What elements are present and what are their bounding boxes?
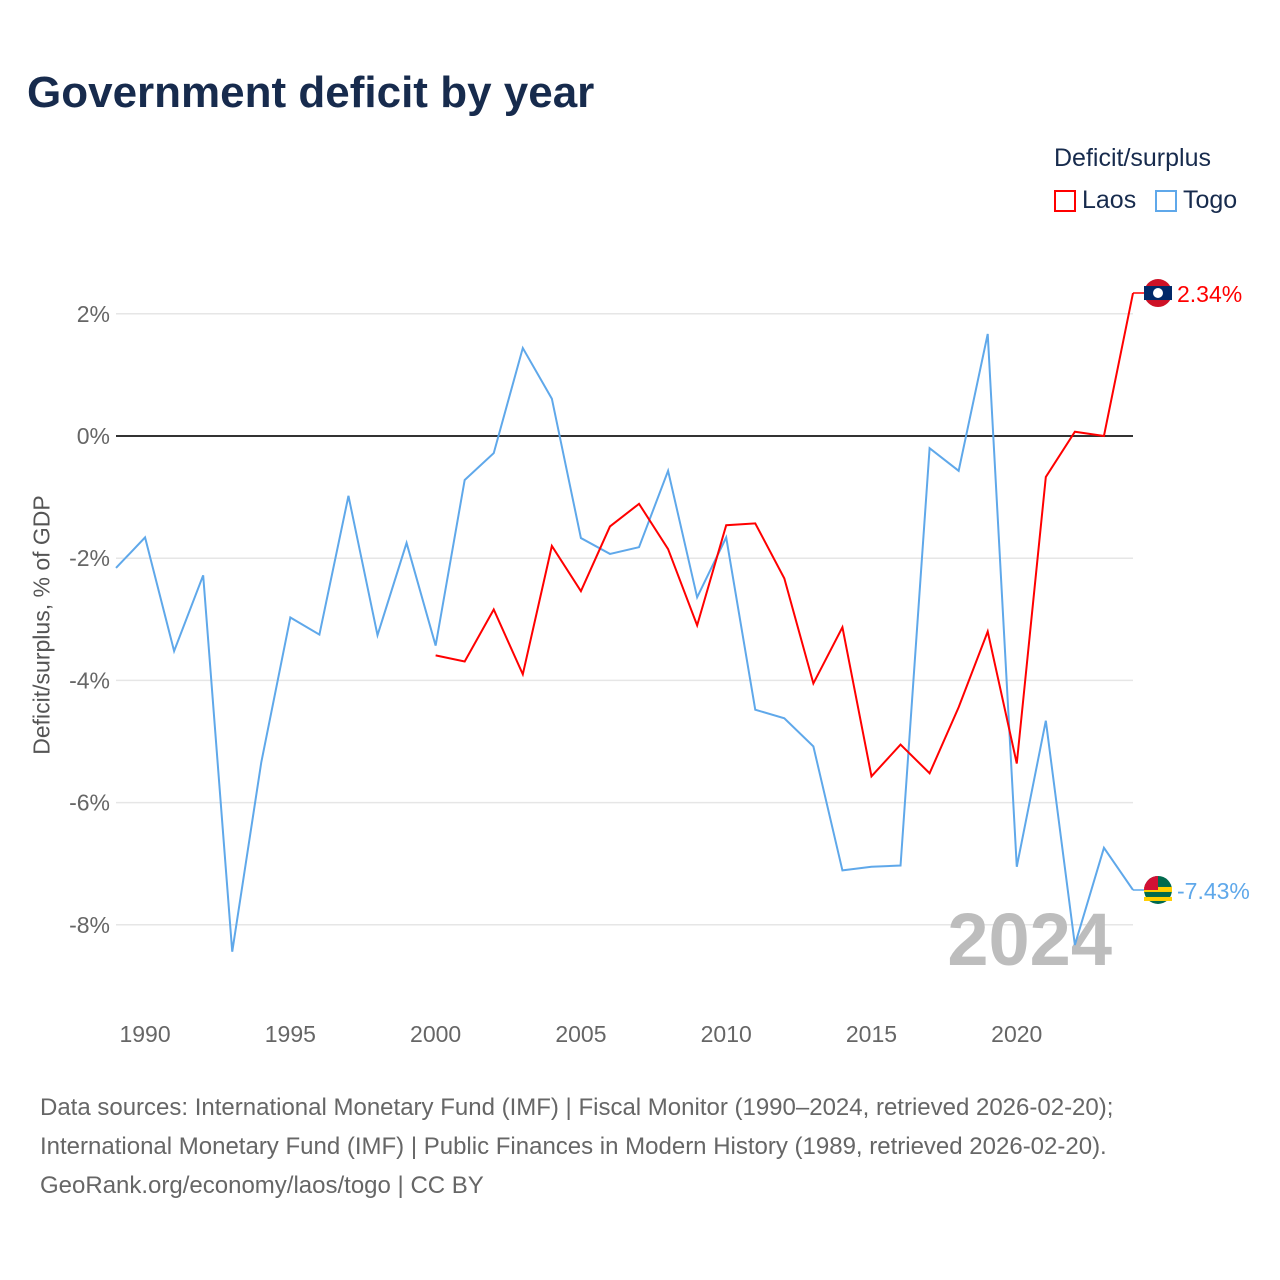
- legend-swatch: [1155, 189, 1177, 212]
- y-tick-label: 0%: [77, 423, 110, 449]
- legend-item-laos[interactable]: Laos: [1054, 186, 1136, 215]
- end-value-label: 2.34%: [1177, 281, 1242, 307]
- flag-band: [1144, 896, 1172, 901]
- flag-disc: [1153, 288, 1163, 299]
- x-tick-label: 1995: [265, 1021, 316, 1047]
- legend-title: Deficit/surplus: [1054, 144, 1211, 172]
- legend-label: Togo: [1183, 186, 1238, 214]
- flag-canton: [1144, 875, 1158, 890]
- series-line-togo: [115, 333, 1134, 952]
- x-tick-label: 1990: [119, 1021, 170, 1047]
- source-line: Data sources: International Monetary Fun…: [40, 1094, 1114, 1121]
- x-tick-label: 2015: [846, 1021, 897, 1047]
- series-line-laos: [435, 292, 1134, 779]
- end-value-label: -7.43%: [1177, 878, 1250, 904]
- legend-label: Laos: [1082, 186, 1137, 214]
- y-tick-label: -6%: [69, 790, 110, 816]
- y-tick-label: -8%: [69, 912, 110, 938]
- year-watermark: 2024: [947, 898, 1112, 981]
- footer: Data sources: International Monetary Fun…: [40, 1088, 1113, 1205]
- x-tick-label: 2005: [555, 1021, 606, 1047]
- legend-swatch: [1054, 189, 1076, 212]
- y-tick-label: -2%: [69, 545, 110, 571]
- attribution: GeoRank.org/economy/laos/togo | CC BY: [40, 1172, 484, 1199]
- x-tick-label: 2020: [991, 1021, 1042, 1047]
- y-tick-label: 2%: [77, 301, 110, 327]
- x-tick-label: 2010: [701, 1021, 752, 1047]
- source-line: International Monetary Fund (IMF) | Publ…: [40, 1133, 1107, 1160]
- x-tick-label: 2000: [410, 1021, 461, 1047]
- chart-title: Government deficit by year: [27, 68, 595, 117]
- legend-item-togo[interactable]: Togo: [1155, 186, 1237, 215]
- y-tick-label: -4%: [69, 667, 110, 693]
